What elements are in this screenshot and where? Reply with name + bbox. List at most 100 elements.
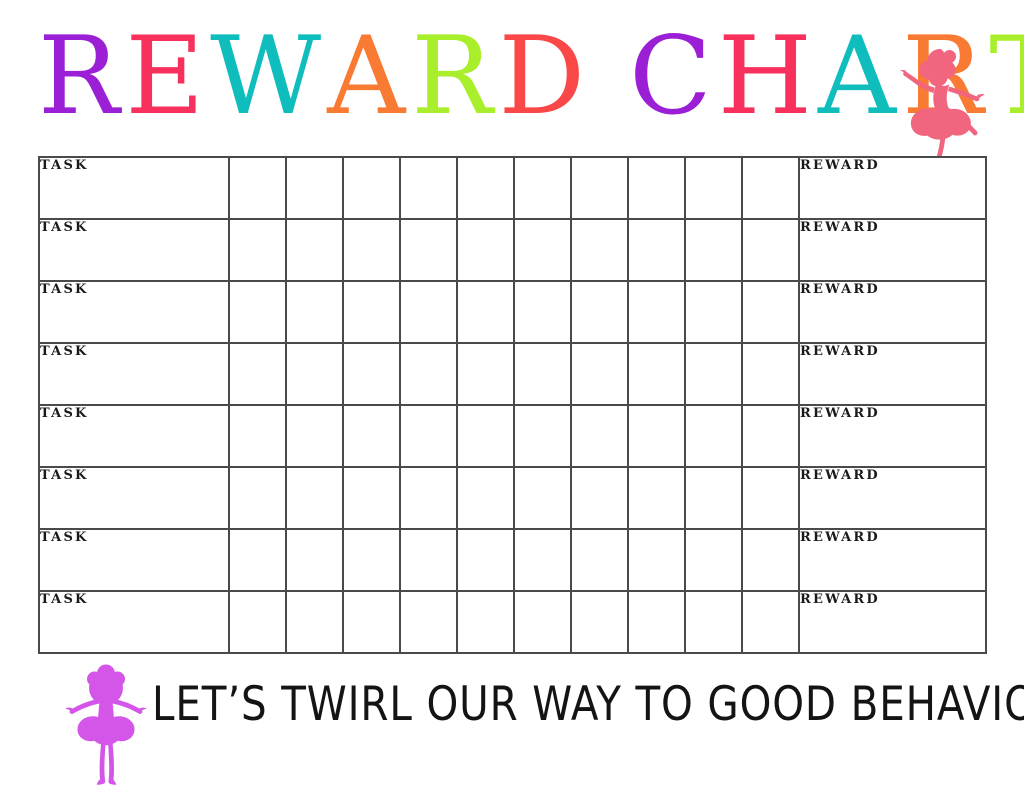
tick-cell-r4-c3[interactable] (342, 342, 401, 406)
tick-cell-r4-c5[interactable] (456, 342, 515, 406)
tick-cell-r7-c3[interactable] (342, 528, 401, 592)
tick-cell-r5-c3[interactable] (342, 404, 401, 468)
tick-cell-r8-c2[interactable] (285, 590, 344, 654)
tick-cell-r5-c2[interactable] (285, 404, 344, 468)
tick-cell-r6-c10[interactable] (741, 466, 800, 530)
tick-cell-r8-c5[interactable] (456, 590, 515, 654)
tick-cell-r4-c6[interactable] (513, 342, 572, 406)
tick-cell-r4-c10[interactable] (741, 342, 800, 406)
tick-cell-r7-c2[interactable] (285, 528, 344, 592)
tick-cell-r5-c5[interactable] (456, 404, 515, 468)
tick-cell-r1-c7[interactable] (570, 156, 629, 220)
tick-cell-r5-c6[interactable] (513, 404, 572, 468)
tick-cell-r4-c4[interactable] (399, 342, 458, 406)
tick-cell-r8-c1[interactable] (228, 590, 287, 654)
title-area: REWARDCHART (0, 18, 1024, 175)
tick-cell-r7-c7[interactable] (570, 528, 629, 592)
tick-cell-r3-c1[interactable] (228, 280, 287, 344)
tick-cell-r6-c5[interactable] (456, 466, 515, 530)
tick-cell-r3-c6[interactable] (513, 280, 572, 344)
task-cell-4[interactable]: TASK (38, 342, 230, 406)
tick-cell-r8-c4[interactable] (399, 590, 458, 654)
ballerina-purple-icon (65, 663, 147, 785)
reward-cell-4[interactable]: REWARD (798, 342, 987, 406)
reward-cell-6[interactable]: REWARD (798, 466, 987, 530)
reward-cell-1[interactable]: REWARD (798, 156, 987, 220)
tick-cell-r2-c3[interactable] (342, 218, 401, 282)
tick-cell-r6-c8[interactable] (627, 466, 686, 530)
tick-cell-r1-c4[interactable] (399, 156, 458, 220)
reward-chart-table[interactable]: TASK REWARD TASK REWARD TASK REWARD TASK REWARD… (38, 156, 987, 654)
reward-cell-3[interactable]: REWARD (798, 280, 987, 344)
tick-cell-r6-c6[interactable] (513, 466, 572, 530)
tick-cell-r2-c9[interactable] (684, 218, 743, 282)
tick-cell-r6-c4[interactable] (399, 466, 458, 530)
tick-cell-r3-c4[interactable] (399, 280, 458, 344)
task-cell-7[interactable]: TASK (38, 528, 230, 592)
tick-cell-r6-c9[interactable] (684, 466, 743, 530)
reward-cell-5[interactable]: REWARD (798, 404, 987, 468)
tick-cell-r2-c8[interactable] (627, 218, 686, 282)
tick-cell-r1-c9[interactable] (684, 156, 743, 220)
tick-cell-r5-c4[interactable] (399, 404, 458, 468)
tick-cell-r5-c1[interactable] (228, 404, 287, 468)
task-cell-2[interactable]: TASK (38, 218, 230, 282)
task-cell-5[interactable]: TASK (38, 404, 230, 468)
tick-cell-r4-c7[interactable] (570, 342, 629, 406)
tick-cell-r3-c9[interactable] (684, 280, 743, 344)
tick-cell-r1-c5[interactable] (456, 156, 515, 220)
tick-cell-r4-c9[interactable] (684, 342, 743, 406)
tick-cell-r7-c10[interactable] (741, 528, 800, 592)
tick-cell-r1-c3[interactable] (342, 156, 401, 220)
tick-cell-r2-c7[interactable] (570, 218, 629, 282)
tick-cell-r7-c4[interactable] (399, 528, 458, 592)
task-cell-6[interactable]: TASK (38, 466, 230, 530)
tick-cell-r1-c1[interactable] (228, 156, 287, 220)
reward-cell-8[interactable]: REWARD (798, 590, 987, 654)
tick-cell-r6-c7[interactable] (570, 466, 629, 530)
tick-cell-r2-c10[interactable] (741, 218, 800, 282)
task-cell-8[interactable]: TASK (38, 590, 230, 654)
tick-cell-r8-c7[interactable] (570, 590, 629, 654)
tick-cell-r7-c5[interactable] (456, 528, 515, 592)
tick-cell-r2-c6[interactable] (513, 218, 572, 282)
tick-cell-r2-c2[interactable] (285, 218, 344, 282)
tick-cell-r1-c10[interactable] (741, 156, 800, 220)
tick-cell-r4-c1[interactable] (228, 342, 287, 406)
tick-cell-r2-c5[interactable] (456, 218, 515, 282)
tick-cell-r7-c6[interactable] (513, 528, 572, 592)
tick-cell-r1-c6[interactable] (513, 156, 572, 220)
tick-cell-r7-c1[interactable] (228, 528, 287, 592)
tick-cell-r1-c8[interactable] (627, 156, 686, 220)
tick-cell-r4-c8[interactable] (627, 342, 686, 406)
tick-cell-r3-c3[interactable] (342, 280, 401, 344)
tick-cell-r2-c1[interactable] (228, 218, 287, 282)
tick-cell-r8-c9[interactable] (684, 590, 743, 654)
tick-cell-r8-c10[interactable] (741, 590, 800, 654)
tick-cell-r8-c8[interactable] (627, 590, 686, 654)
tick-cell-r1-c2[interactable] (285, 156, 344, 220)
tick-cell-r6-c1[interactable] (228, 466, 287, 530)
tick-cell-r5-c7[interactable] (570, 404, 629, 468)
task-cell-1[interactable]: TASK (38, 156, 230, 220)
tick-cell-r3-c2[interactable] (285, 280, 344, 344)
tick-cell-r6-c2[interactable] (285, 466, 344, 530)
tick-cell-r3-c8[interactable] (627, 280, 686, 344)
tick-cell-r3-c5[interactable] (456, 280, 515, 344)
reward-cell-2[interactable]: REWARD (798, 218, 987, 282)
tick-cell-r5-c9[interactable] (684, 404, 743, 468)
tick-cell-r4-c2[interactable] (285, 342, 344, 406)
tick-cell-r8-c6[interactable] (513, 590, 572, 654)
tick-cell-r3-c10[interactable] (741, 280, 800, 344)
tick-cell-r6-c3[interactable] (342, 466, 401, 530)
reward-cell-7[interactable]: REWARD (798, 528, 987, 592)
tick-cell-r7-c8[interactable] (627, 528, 686, 592)
tick-cell-r8-c3[interactable] (342, 590, 401, 654)
tagline-area: LET’S TWIRL OUR WAY TO GOOD BEHAVIOR! (0, 676, 1024, 746)
tick-cell-r3-c7[interactable] (570, 280, 629, 344)
tick-cell-r7-c9[interactable] (684, 528, 743, 592)
tick-cell-r5-c10[interactable] (741, 404, 800, 468)
tick-cell-r5-c8[interactable] (627, 404, 686, 468)
tick-cell-r2-c4[interactable] (399, 218, 458, 282)
task-cell-3[interactable]: TASK (38, 280, 230, 344)
